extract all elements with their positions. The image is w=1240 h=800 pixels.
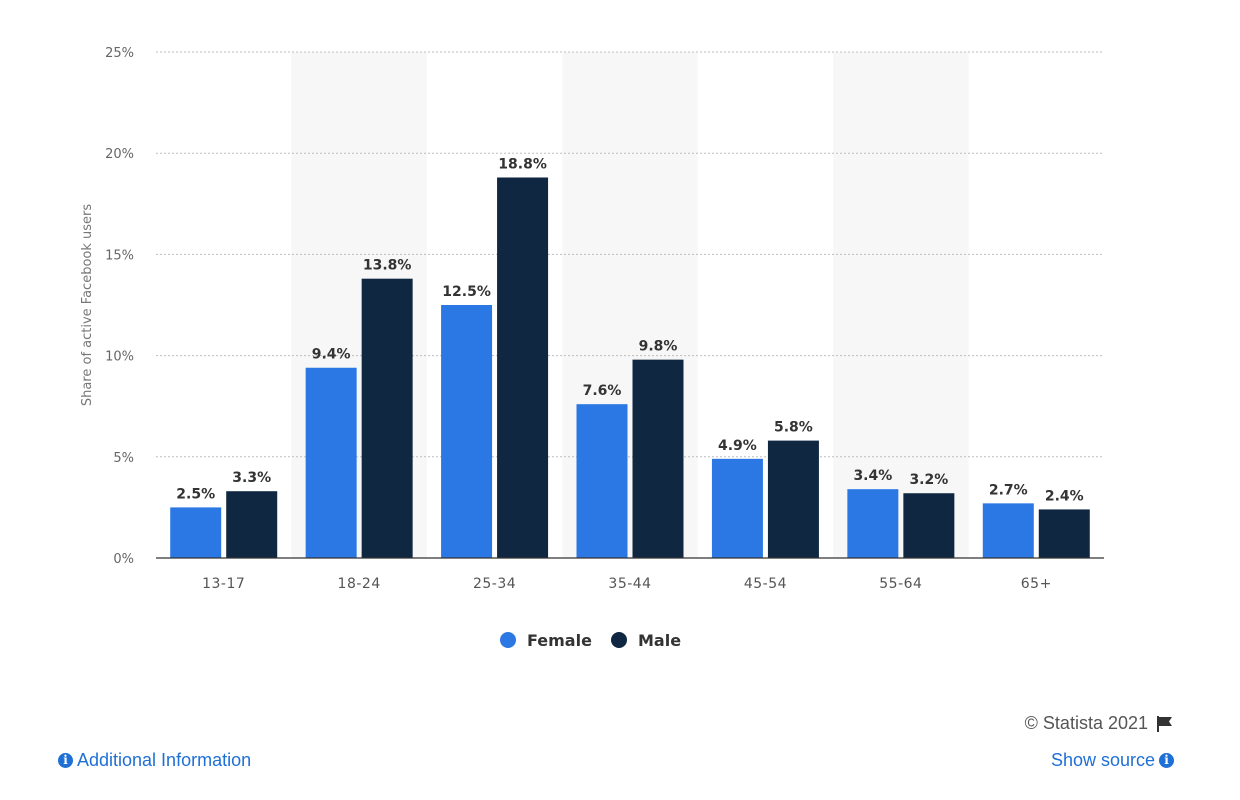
data-label: 7.6%	[583, 383, 622, 399]
legend: Female Male	[500, 631, 681, 650]
legend-label: Male	[638, 631, 681, 650]
data-labels: 2.5% 9.4% 12.5% 7.6% 4.9% 3.4% 2.7% 3.3% 13.8% 18…	[176, 156, 1083, 504]
data-label: 3.4%	[853, 468, 892, 484]
bar-female-18-24	[305, 367, 357, 558]
y-tick-label: 10%	[105, 350, 134, 365]
bar-female-45-54	[711, 458, 763, 558]
bar-female-25-34	[441, 305, 493, 558]
legend-marker	[500, 632, 516, 648]
bar-male-18-24	[361, 278, 413, 558]
x-tick-label: 35-44	[608, 576, 651, 592]
bar-male-13-17	[226, 491, 278, 558]
bar-chart: 0% 5% 10% 15% 20% 25% 2.5% 9.4% 12.5% 7.6% 4.9% 3.…	[80, 46, 1104, 650]
y-axis-label: Share of active Facebook users	[80, 204, 95, 407]
data-label: 2.4%	[1045, 488, 1084, 504]
y-tick-label: 25%	[105, 46, 134, 61]
info-icon: i	[1159, 753, 1174, 768]
data-label: 5.8%	[774, 420, 813, 436]
bar-male-25-34	[497, 177, 549, 558]
bar-male-55-64	[903, 493, 955, 558]
y-tick-label: 5%	[113, 451, 134, 466]
data-label: 3.3%	[232, 470, 271, 486]
x-tick-label: 25-34	[473, 576, 516, 592]
data-label: 2.7%	[989, 482, 1028, 498]
bar-female-55-64	[847, 489, 899, 558]
x-axis-ticks: 13-17 18-24 25-34 35-44 45-54 55-64 65+	[202, 576, 1052, 592]
bar-male-35-44	[632, 359, 684, 558]
y-tick-label: 15%	[105, 248, 134, 263]
x-tick-label: 65+	[1021, 576, 1052, 592]
bar-male-65+	[1038, 509, 1090, 558]
y-axis-ticks: 0% 5% 10% 15% 20% 25%	[105, 46, 134, 567]
x-tick-label: 18-24	[338, 576, 381, 592]
bar-female-65+	[982, 503, 1034, 558]
data-label: 18.8%	[498, 156, 547, 172]
copyright-text: © Statista 2021	[1024, 713, 1148, 733]
legend-marker	[611, 632, 627, 648]
data-label: 9.8%	[639, 339, 678, 355]
bar-female-35-44	[576, 404, 628, 558]
legend-label: Female	[527, 631, 592, 650]
y-tick-label: 20%	[105, 147, 134, 162]
data-label: 12.5%	[442, 284, 491, 300]
x-tick-label: 45-54	[744, 576, 787, 592]
data-label: 9.4%	[312, 347, 351, 363]
bars	[170, 177, 1090, 558]
data-label: 13.8%	[363, 258, 412, 274]
additional-information-link[interactable]: i Additional Information	[58, 750, 251, 771]
category-band	[833, 52, 969, 558]
copyright: © Statista 2021	[1025, 713, 1174, 734]
bar-male-45-54	[767, 440, 819, 558]
data-label: 4.9%	[718, 438, 757, 454]
additional-information-label: Additional Information	[77, 750, 252, 770]
bar-female-13-17	[170, 507, 222, 558]
y-tick-label: 0%	[113, 552, 134, 567]
category-bands	[291, 52, 969, 558]
x-tick-label: 55-64	[879, 576, 922, 592]
data-label: 2.5%	[176, 486, 215, 502]
flag-icon[interactable]	[1156, 715, 1174, 733]
show-source-label: Show source	[1050, 750, 1155, 770]
info-icon: i	[58, 753, 73, 768]
data-label: 3.2%	[909, 472, 948, 488]
show-source-link[interactable]: Show source i	[1051, 750, 1174, 771]
x-tick-label: 13-17	[202, 576, 245, 592]
